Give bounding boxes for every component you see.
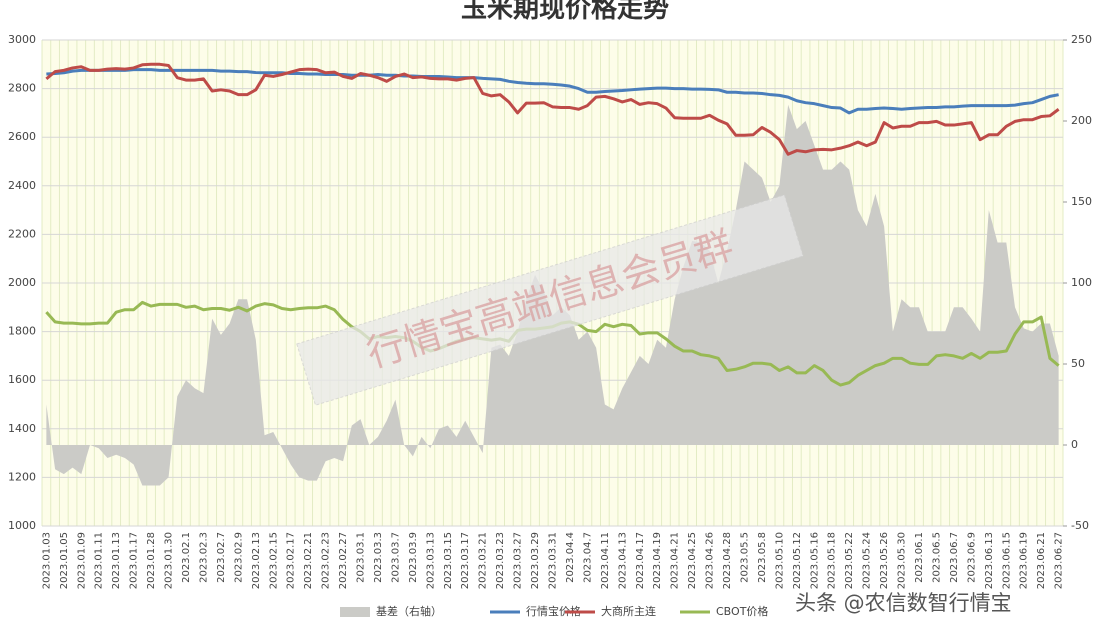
area [46,104,1059,486]
x-tick-label: 2023.02.21 [303,532,314,589]
y-tick-label: 2200 [8,227,36,240]
x-tick-label: 2023.04.28 [722,532,733,589]
x-tick-label: 2023.03.31 [548,532,559,589]
x-tick-label: 2023.04.13 [617,532,628,589]
x-tick-label: 2023.03.23 [495,532,506,589]
x-tick-label: 2023.03.7 [390,532,401,583]
y2-tick-label: 250 [1071,33,1092,46]
x-tick-label: 2023.04.4 [565,532,576,583]
x-tick-label: 2023.05.30 [897,532,908,589]
x-tick-label: 2023.01.03 [41,532,52,589]
x-tick-label: 2023.02.7 [216,532,227,583]
y-tick-label: 1200 [8,470,36,483]
x-tick-label: 2023.02.27 [338,532,349,589]
x-tick-label: 2023.03.13 [425,532,436,589]
y-tick-label: 3000 [8,33,36,46]
x-tick-label: 2023.03.21 [478,532,489,589]
x-tick-label: 2023.03.15 [443,532,454,589]
legend-label: 行情宝价格 [526,604,581,618]
y-tick-label: 1000 [8,519,36,532]
x-tick-label: 2023.04.21 [670,532,681,589]
y-tick-label: 1800 [8,325,36,338]
x-tick-label: 2023.05.12 [792,532,803,589]
x-tick-label: 2023.05.18 [827,532,838,589]
x-tick-label: 2023.06.9 [966,532,977,583]
legend-label: 基差（右轴） [376,604,442,618]
y-tick-label: 2600 [8,130,36,143]
x-tick-label: 2023.05.8 [757,532,768,583]
y2-tick-label: 150 [1071,195,1092,208]
x-tick-label: 2023.06.5 [931,532,942,583]
legend: 基差（右轴） 行情宝价格 大商所主连 CBOT价格 [340,604,768,618]
x-tick-label: 2023.02.3 [198,532,209,583]
x-tick-label: 2023.06.15 [1001,532,1012,589]
x-tick-label: 2023.01.17 [129,532,140,589]
x-tick-label: 2023.05.26 [879,532,890,589]
x-tick-label: 2023.01.28 [146,532,157,589]
x-tick-label: 2023.06.21 [1036,532,1047,589]
x-tick-label: 2023.06.13 [984,532,995,589]
x-tick-label: 2023.05.22 [844,532,855,589]
x-tick-label: 2023.03.9 [408,532,419,583]
x-tick-label: 2023.02.17 [286,532,297,589]
x-tick-label: 2023.01.30 [164,532,175,589]
chart-title: 玉米期现价格走势 [461,0,669,24]
x-tick-label: 2023.03.27 [513,532,524,589]
x-tick-label: 2023.04.25 [687,532,698,589]
x-tick-label: 2023.06.19 [1019,532,1030,589]
legend-label: 大商所主连 [601,604,656,618]
x-tick-label: 2023.03.17 [460,532,471,589]
line [46,68,1059,115]
x-tick-label: 2023.04.26 [705,532,716,589]
x-tick-label: 2023.05.5 [739,532,750,583]
x-tick-label: 2023.03.29 [530,532,541,589]
watermark-box [296,194,804,406]
y-tick-label: 1400 [8,422,36,435]
x-tick-label: 2023.01.11 [94,532,105,589]
y-tick-label: 2800 [8,82,36,95]
x-tick-label: 2023.04.17 [635,532,646,589]
x-tick-label: 2023.06.1 [914,532,925,583]
x-tick-label: 2023.02.15 [268,532,279,589]
y2-tick-label: -50 [1071,519,1089,532]
x-tick-label: 2023.04.19 [652,532,663,589]
x-tick-label: 2023.02.1 [181,532,192,583]
x-tick-label: 2023.05.16 [809,532,820,589]
x-tick-label: 2023.06.27 [1054,532,1065,589]
line [45,62,1060,156]
x-tick-label: 2023.04.11 [600,532,611,589]
x-tick-label: 2023.05.24 [862,532,873,589]
y2-tick-label: 0 [1071,438,1078,451]
y2-tick-label: 100 [1071,276,1092,289]
x-tick-label: 2023.06.7 [949,532,960,583]
y-tick-label: 2000 [8,276,36,289]
x-tick-label: 2023.05.10 [774,532,785,589]
x-tick-label: 2023.01.13 [111,532,122,589]
x-tick-label: 2023.01.09 [76,532,87,589]
y-tick-label: 1600 [8,373,36,386]
legend-swatch [340,607,370,617]
footer-credit: 头条 @农信数智行情宝 [795,591,1012,615]
y2-tick-label: 200 [1071,114,1092,127]
x-tick-label: 2023.02.13 [251,532,262,589]
x-tick-label: 2023.03.3 [373,532,384,583]
x-tick-label: 2023.04.7 [582,532,593,583]
legend-label: CBOT价格 [716,604,768,618]
x-tick-label: 2023.01.05 [59,532,70,589]
x-tick-label: 2023.03.1 [356,532,367,583]
y-tick-label: 2400 [8,179,36,192]
x-tick-label: 2023.02.9 [233,532,244,583]
y2-tick-label: 50 [1071,357,1085,370]
x-tick-label: 2023.02.23 [321,532,332,589]
